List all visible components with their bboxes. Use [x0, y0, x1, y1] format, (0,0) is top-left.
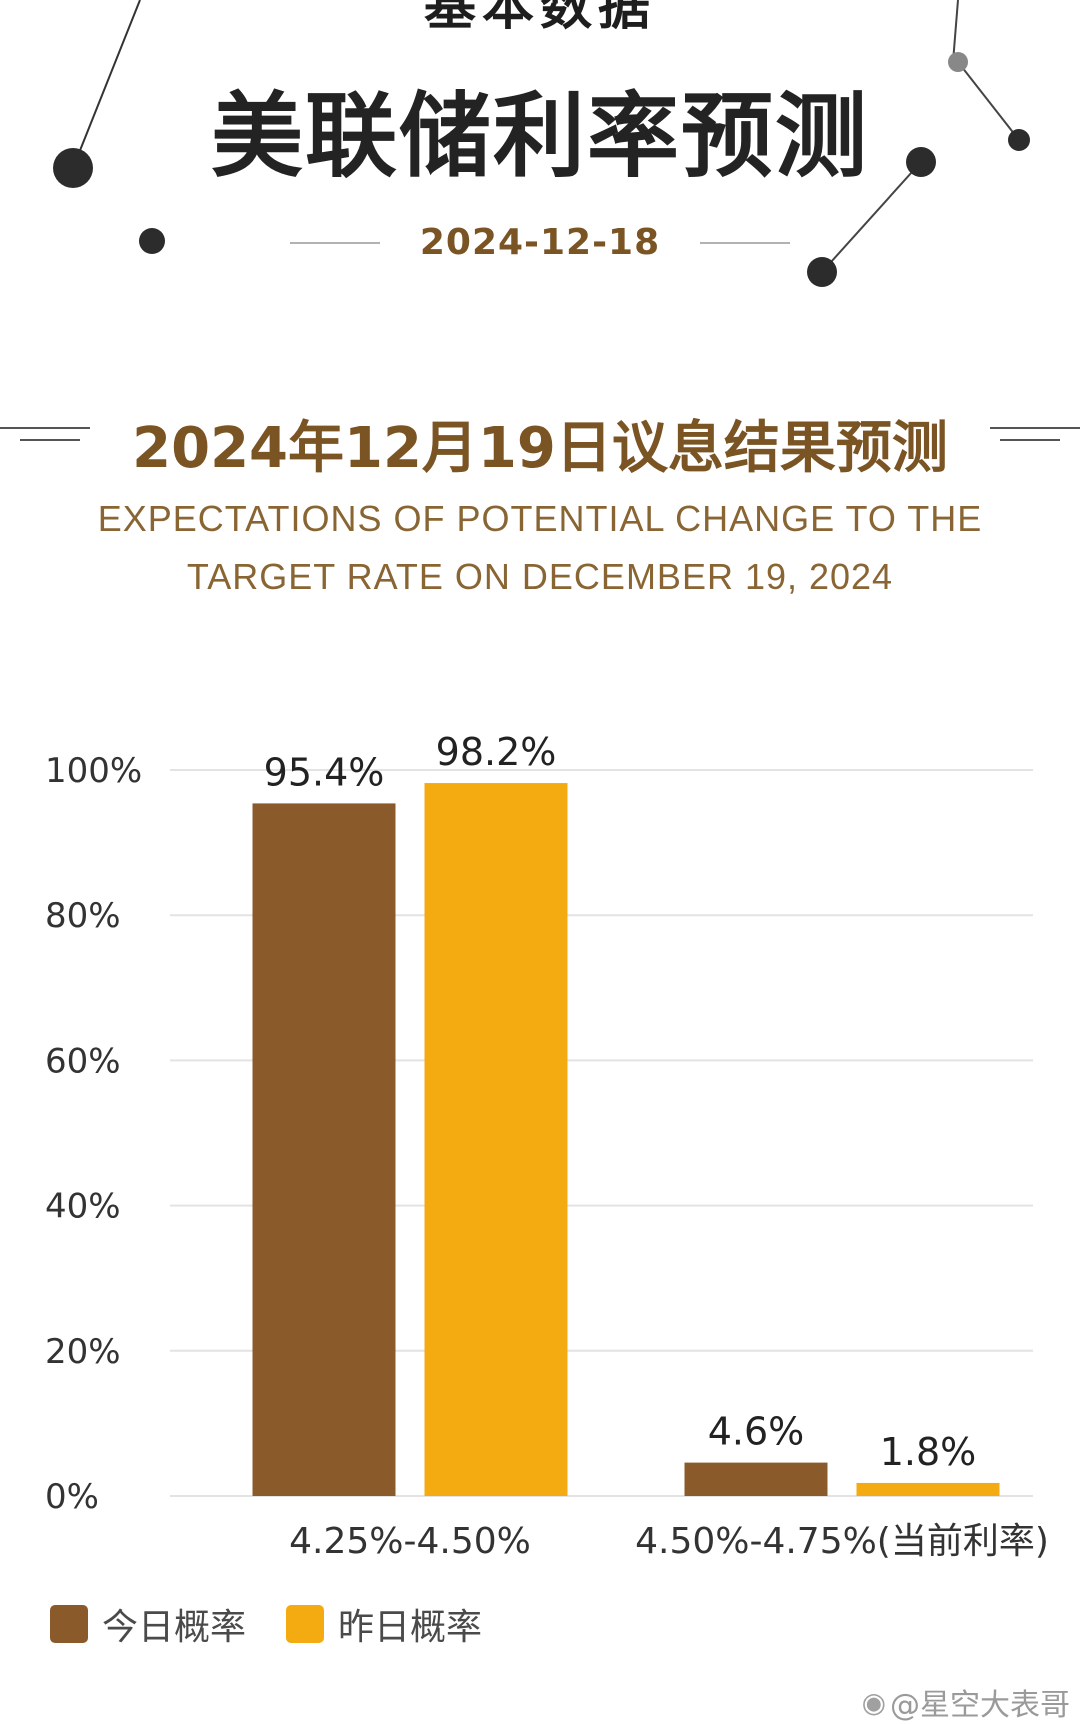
report-date: 2024-12-18: [419, 222, 661, 263]
y-tick-label: 60%: [45, 1041, 121, 1081]
x-category-label: 4.25%-4.50%: [289, 1521, 531, 1562]
data-label: 4.6%: [708, 1410, 805, 1454]
y-tick-label: 0%: [45, 1477, 99, 1517]
title-side-lines: [0, 427, 1080, 441]
weibo-icon: ◉: [861, 1685, 886, 1719]
y-tick-label: 20%: [45, 1332, 121, 1372]
legend-swatch-today: [50, 1605, 88, 1643]
y-tick-label: 100%: [45, 751, 142, 791]
legend-item-today: 今日概率: [50, 1598, 246, 1650]
subtitle-line-1: EXPECTATIONS OF POTENTIAL CHANGE TO THE: [97, 498, 983, 539]
data-label: 95.4%: [264, 750, 385, 794]
bar-chart: 0% 20% 40% 60% 80% 100% 95.4% 98.2% 4.25%-4.50% 4…: [45, 730, 1049, 1562]
chart-legend: 今日概率 昨日概率: [50, 1598, 522, 1650]
legend-swatch-yesterday: [286, 1605, 325, 1643]
decorative-network: [53, 0, 1030, 287]
section-title: 2024年12月19日议息结果预测: [132, 416, 948, 481]
watermark: ◉ @星空大表哥: [862, 1680, 1070, 1724]
bar-today: [684, 1462, 828, 1496]
y-tick-label: 40%: [45, 1187, 121, 1227]
partial-header-text: 基本数据: [423, 0, 656, 37]
data-label: 1.8%: [880, 1430, 977, 1474]
legend-label-today: 今日概率: [102, 1607, 247, 1648]
section-subtitle: EXPECTATIONS OF POTENTIAL CHANGE TO THE …: [0, 490, 1080, 606]
y-tick-label: 80%: [45, 896, 121, 936]
legend-label-yesterday: 昨日概率: [338, 1607, 483, 1648]
page-title: 美联储利率预测: [210, 83, 869, 190]
bar-yesterday: [856, 1482, 1000, 1496]
subtitle-line-2: TARGET RATE ON DECEMBER 19, 2024: [186, 556, 894, 597]
legend-item-yesterday: 昨日概率: [286, 1598, 482, 1650]
bar-today: [252, 803, 396, 1496]
x-category-label: 4.50%-4.75%(当前利率): [635, 1521, 1049, 1562]
data-label: 98.2%: [436, 730, 557, 774]
bar-yesterday: [424, 783, 568, 1496]
watermark-text: @星空大表哥: [890, 1688, 1070, 1723]
